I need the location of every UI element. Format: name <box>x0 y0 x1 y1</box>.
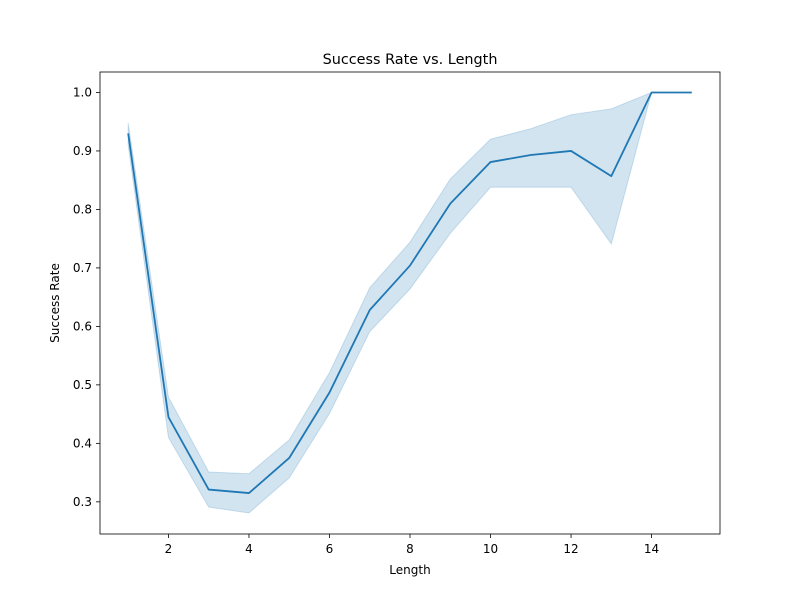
x-axis: 2 4 6 8 10 12 14 <box>165 534 659 556</box>
y-axis-label: Success Rate <box>48 263 62 343</box>
y-axis: 0.3 0.4 0.5 0.6 0.7 0.8 0.9 1.0 <box>73 85 100 509</box>
series-line-layer <box>127 91 692 494</box>
series-line <box>127 91 692 494</box>
chart-title: Success Rate vs. Length <box>323 52 498 68</box>
y-tick-label: 1.0 <box>73 85 92 99</box>
y-tick-label: 0.9 <box>73 144 92 158</box>
x-tick-label: 8 <box>406 542 414 556</box>
y-tick-label: 0.7 <box>73 261 92 275</box>
x-tick-label: 10 <box>483 542 498 556</box>
x-tick-label: 12 <box>563 542 578 556</box>
y-tick-label: 0.3 <box>73 495 92 509</box>
y-tick-label: 0.4 <box>73 436 92 450</box>
x-tick-label: 14 <box>644 542 659 556</box>
y-tick-label: 0.6 <box>73 319 92 333</box>
y-tick-label: 0.8 <box>73 202 92 216</box>
x-axis-label: Length <box>389 563 430 577</box>
x-tick-label: 6 <box>326 542 334 556</box>
x-tick-label: 4 <box>245 542 253 556</box>
x-tick-label: 2 <box>165 542 173 556</box>
y-tick-label: 0.5 <box>73 378 92 392</box>
